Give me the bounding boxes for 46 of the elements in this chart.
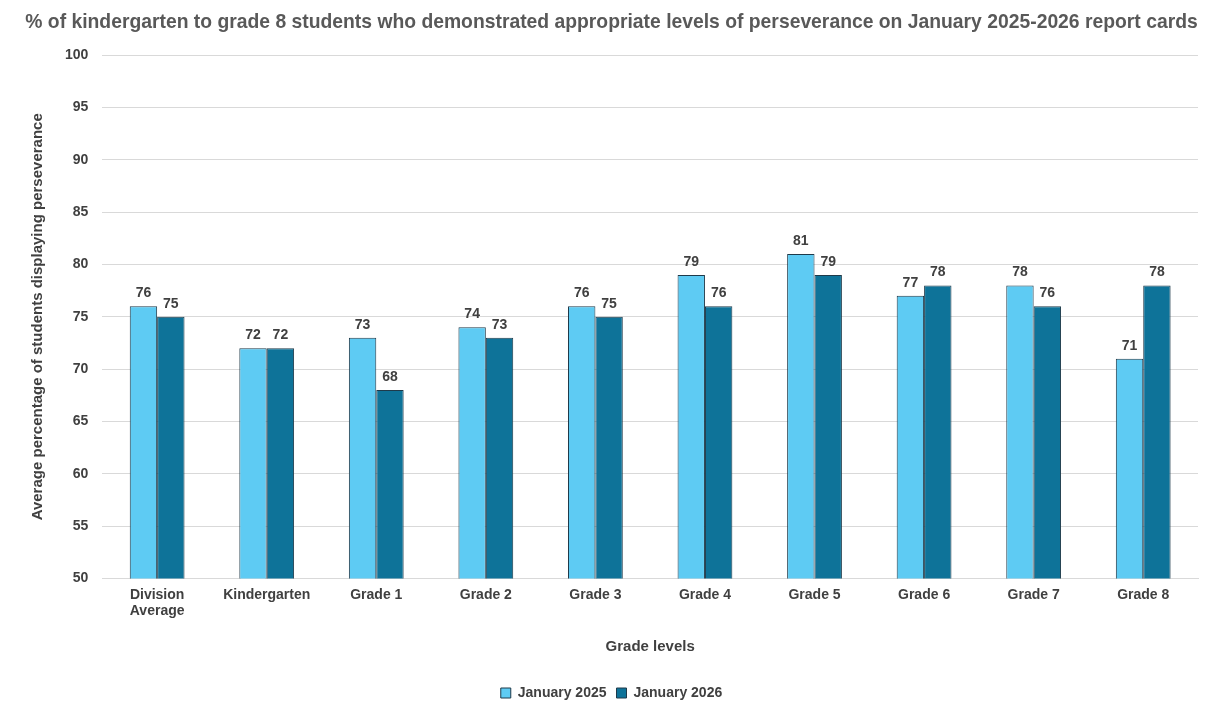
- x-tick-label: Grade 3: [569, 585, 622, 602]
- data-label: 78: [1149, 263, 1165, 280]
- data-label: 68: [382, 367, 398, 384]
- data-label: 72: [245, 326, 262, 343]
- y-tick-label: 80: [72, 255, 89, 272]
- y-tick-label: 95: [72, 98, 89, 115]
- data-label: 74: [464, 305, 481, 322]
- x-tick-label: Grade 8: [1117, 585, 1170, 602]
- x-tick-label: Division Average: [129, 585, 185, 619]
- y-tick-label: 60: [72, 464, 89, 481]
- y-tick-label: 50: [72, 569, 89, 586]
- data-label: 73: [491, 315, 508, 332]
- y-tick-label: 75: [72, 307, 89, 324]
- x-axis-title: Grade levels: [605, 637, 695, 655]
- y-tick-label: 85: [72, 203, 89, 220]
- data-label: 77: [902, 273, 919, 290]
- data-label: 76: [135, 284, 152, 301]
- y-tick-label: 65: [72, 412, 89, 429]
- data-label: 81: [793, 231, 809, 248]
- data-label: 71: [1121, 336, 1138, 353]
- x-tick-label: Grade 2: [459, 585, 513, 602]
- data-label: 72: [272, 326, 289, 343]
- legend-label: January 2026: [633, 683, 723, 700]
- x-tick-label: Grade 7: [1007, 585, 1060, 602]
- data-label: 75: [601, 294, 618, 311]
- y-tick-label: 90: [72, 150, 89, 167]
- legend-label: January 2025: [517, 683, 607, 700]
- x-tick-label: Grade 5: [788, 585, 841, 602]
- data-label: 73: [354, 315, 371, 332]
- data-label: 79: [683, 252, 700, 269]
- data-label: 75: [163, 294, 179, 311]
- y-tick-label: 100: [65, 46, 89, 63]
- data-label: 78: [1012, 263, 1028, 280]
- x-tick-label: Grade 1: [350, 585, 403, 602]
- data-label: 76: [710, 284, 727, 301]
- chart-title: % of kindergarten to grade 8 students who demonstrated appropriate levels of perseverance on January 2025-2026 report cards: [25, 9, 1198, 33]
- x-tick-label: Kindergarten: [223, 585, 311, 602]
- y-tick-label: 55: [72, 516, 89, 533]
- x-tick-label: Grade 6: [898, 585, 951, 602]
- data-label: 76: [1039, 284, 1056, 301]
- data-label: 79: [820, 252, 837, 269]
- data-label: 78: [930, 263, 946, 280]
- x-tick-label: Grade 4: [678, 585, 732, 602]
- y-axis-title: Average percentage of students displaying perseverance: [28, 113, 46, 521]
- y-tick-label: 70: [72, 359, 89, 376]
- data-label: 76: [573, 284, 590, 301]
